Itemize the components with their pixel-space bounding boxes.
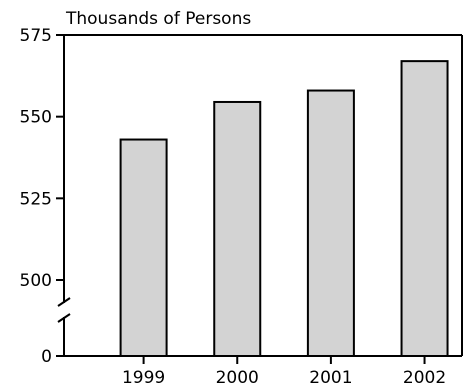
y-tick-label: 525 <box>20 189 52 209</box>
bar-2002 <box>400 60 449 358</box>
y-tick-label: 0 <box>41 347 52 367</box>
x-tick-label-2001: 2001 <box>309 368 352 385</box>
x-tick-label-1999: 1999 <box>122 368 165 385</box>
y-tick-label: 575 <box>20 26 52 46</box>
y-ticks: 575 550 525 500 0 <box>20 26 64 367</box>
bars <box>119 60 449 358</box>
x-tick-label-2002: 2002 <box>403 368 446 385</box>
y-tick-label: 500 <box>20 271 52 291</box>
x-tick-label-2000: 2000 <box>216 368 259 385</box>
bar-2000 <box>213 100 262 358</box>
y-tick-label: 550 <box>20 108 52 128</box>
axis-break-mark-lower <box>57 313 71 323</box>
x-ticks: 1999 2000 2001 2002 <box>122 356 446 385</box>
y-axis-label: Thousands of Persons <box>65 9 251 29</box>
bar-2001 <box>306 89 355 358</box>
bar-1999 <box>119 138 168 357</box>
axis-break-mark-upper <box>57 297 71 307</box>
